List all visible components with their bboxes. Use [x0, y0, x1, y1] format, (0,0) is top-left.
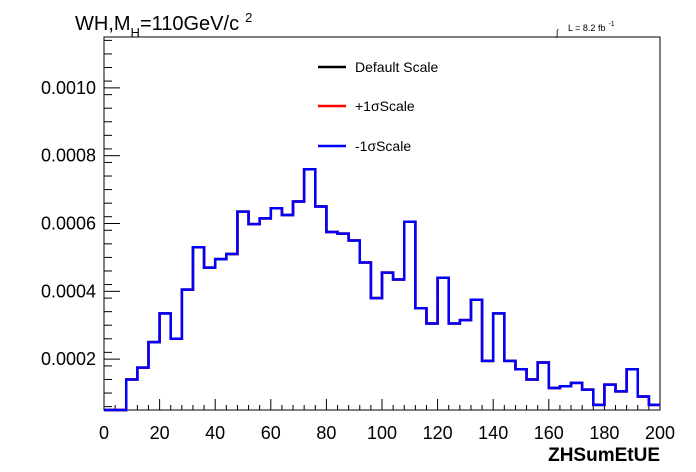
- x-tick-label: 0: [99, 423, 109, 443]
- axes: 0 20 40 60 80 100 120 140 160 180 200 0.0002 0.0004 0…: [41, 39, 675, 443]
- y-tick-label: 0.0010: [41, 78, 96, 98]
- y-tick-label: 0.0006: [41, 214, 96, 234]
- x-tick-label: 60: [261, 423, 281, 443]
- plot-frame: [103, 36, 661, 411]
- x-tick-label: 120: [423, 423, 453, 443]
- x-axis-label: ZHSumEtUE: [548, 445, 660, 466]
- legend-label-plus1sigma: +1σScale: [355, 98, 415, 114]
- series-layer: [104, 168, 660, 412]
- x-tick-label: 180: [589, 423, 619, 443]
- y-tick-label: 0.0002: [41, 349, 96, 369]
- x-tick-label: 100: [367, 423, 397, 443]
- legend-label-minus1sigma: -1σScale: [355, 138, 411, 154]
- y-tick-label: 0.0008: [41, 146, 96, 166]
- x-tick-label: 40: [205, 423, 225, 443]
- legend-label-default: Default Scale: [355, 59, 438, 75]
- plot-title: WH,MH=110GeV/c 2: [75, 10, 252, 40]
- x-tick-label: 20: [150, 423, 170, 443]
- x-tick-label: 80: [316, 423, 336, 443]
- series-minus1sigma-scale: [104, 168, 660, 412]
- legend: Default Scale +1σScale -1σScale: [318, 59, 438, 154]
- x-tick-label: 160: [534, 423, 564, 443]
- luminosity-label: L = 8.2 fb -1: [568, 21, 615, 33]
- y-tick-label: 0.0004: [41, 281, 96, 301]
- integral-sign: ∫: [555, 28, 560, 38]
- x-tick-label: 200: [645, 423, 675, 443]
- x-tick-label: 140: [478, 423, 508, 443]
